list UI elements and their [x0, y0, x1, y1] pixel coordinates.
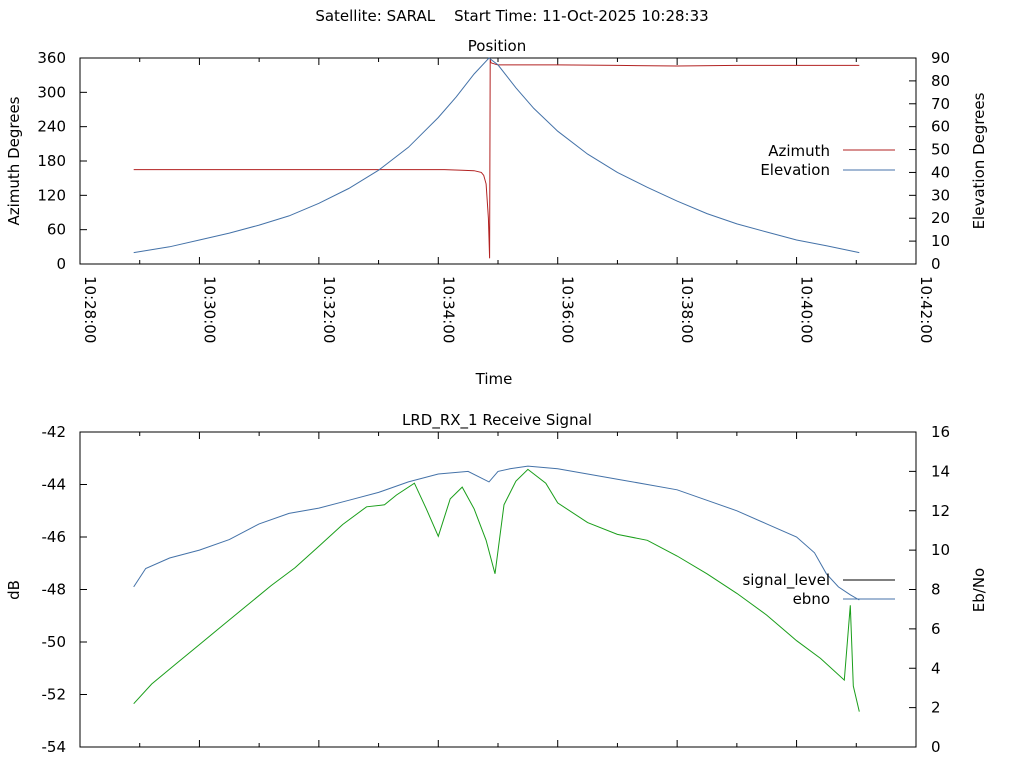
legend-ebno-label: ebno [793, 590, 830, 608]
position-x-tick-label: 10:34:00 [439, 276, 457, 343]
signal-left-axis-label: dB [5, 580, 23, 600]
position-left-axis-label: Azimuth Degrees [5, 96, 23, 225]
signal-right-tick-label: 16 [931, 423, 950, 441]
signal-title: LRD_RX_1 Receive Signal [402, 411, 592, 430]
position-left-axis: 0 60 120 180 240 300 360 [37, 49, 87, 273]
legend-signal-level-label: signal_level [742, 571, 830, 590]
position-x-tick-label: 10:32:00 [320, 276, 338, 343]
legend-elevation-label: Elevation [760, 161, 830, 179]
position-x-tick-label: 10:38:00 [678, 276, 696, 343]
position-left-tick-label: 360 [37, 49, 66, 67]
signal-left-tick-label: -44 [42, 476, 67, 494]
position-right-tick-label: 60 [931, 118, 950, 136]
position-legend: Azimuth Elevation [760, 142, 895, 179]
signal-right-tick-label: 10 [931, 541, 950, 559]
position-x-axis-label: Time [475, 370, 513, 388]
position-right-tick-label: 10 [931, 232, 950, 250]
position-left-tick-label: 60 [47, 221, 66, 239]
start-time-label: Start Time: 11-Oct-2025 10:28:33 [454, 7, 709, 25]
signal-right-tick-label: 2 [931, 699, 941, 717]
signal-right-tick-label: 6 [931, 620, 941, 638]
signal-x-axis [79, 432, 917, 747]
signal-left-tick-label: -42 [42, 423, 67, 441]
main-title: Satellite: SARAL Start Time: 11-Oct-2025… [0, 7, 1024, 25]
elevation-series-line [133, 57, 860, 254]
signal-right-tick-label: 12 [931, 502, 950, 520]
position-right-tick-label: 50 [931, 141, 950, 159]
position-left-tick-label: 120 [37, 186, 66, 204]
position-title: Position [468, 37, 526, 55]
position-x-tick-label: 10:40:00 [798, 276, 816, 343]
position-right-tick-label: 80 [931, 72, 950, 90]
signal-left-tick-label: -52 [42, 686, 67, 704]
signal-level-trace-line [133, 465, 860, 601]
position-chart: Position 0 60 120 180 240 300 360 0 10 20 30 40 50 6… [5, 37, 988, 388]
signal-left-tick-label: -54 [42, 738, 67, 756]
position-x-tick-label: 10:42:00 [917, 276, 935, 343]
signal-left-tick-label: -48 [42, 581, 67, 599]
position-right-tick-label: 70 [931, 95, 950, 113]
signal-right-tick-label: 4 [931, 659, 941, 677]
signal-left-tick-label: -50 [42, 633, 67, 651]
signal-right-axis: 0 2 4 6 8 10 12 14 16 [909, 423, 950, 756]
position-left-tick-label: 240 [37, 118, 66, 136]
position-left-tick-label: 300 [37, 83, 66, 101]
signal-chart: LRD_RX_1 Receive Signal -54-52-50-48-46-… [5, 411, 988, 756]
position-right-axis: 0 10 20 30 40 50 60 70 80 90 [909, 49, 950, 273]
position-left-tick-label: 180 [37, 152, 66, 170]
signal-right-axis-label: Eb/No [970, 568, 988, 612]
signal-left-axis: -54 -52 -50 -48 -46 -44 -42 [42, 423, 87, 756]
position-x-tick-label: 10:36:00 [559, 276, 577, 343]
position-x-tick-label: 10:30:00 [200, 276, 218, 343]
signal-left-tick-label: -46 [42, 528, 67, 546]
position-x-axis: 10:28:00 10:30:00 10:32:00 10:34:00 10:36:00… [79, 58, 935, 343]
signal-right-tick-label: 0 [931, 738, 941, 756]
position-right-tick-label: 40 [931, 163, 950, 181]
position-x-tick-label: 10:28:00 [81, 276, 99, 343]
position-right-axis-label: Elevation Degrees [970, 92, 988, 229]
position-right-tick-label: 90 [931, 49, 950, 67]
signal-plot-frame [79, 431, 917, 748]
ebno-series-line [133, 468, 860, 712]
position-right-tick-label: 0 [931, 255, 941, 273]
signal-right-tick-label: 14 [931, 462, 950, 480]
position-left-tick-label: 0 [56, 255, 66, 273]
position-right-tick-label: 20 [931, 209, 950, 227]
satellite-label: Satellite: SARAL [315, 7, 436, 25]
legend-azimuth-label: Azimuth [768, 142, 830, 160]
azimuth-series-line [133, 59, 860, 259]
signal-right-tick-label: 8 [931, 581, 941, 599]
signal-legend: signal_level ebno [742, 571, 895, 608]
position-right-tick-label: 30 [931, 186, 950, 204]
